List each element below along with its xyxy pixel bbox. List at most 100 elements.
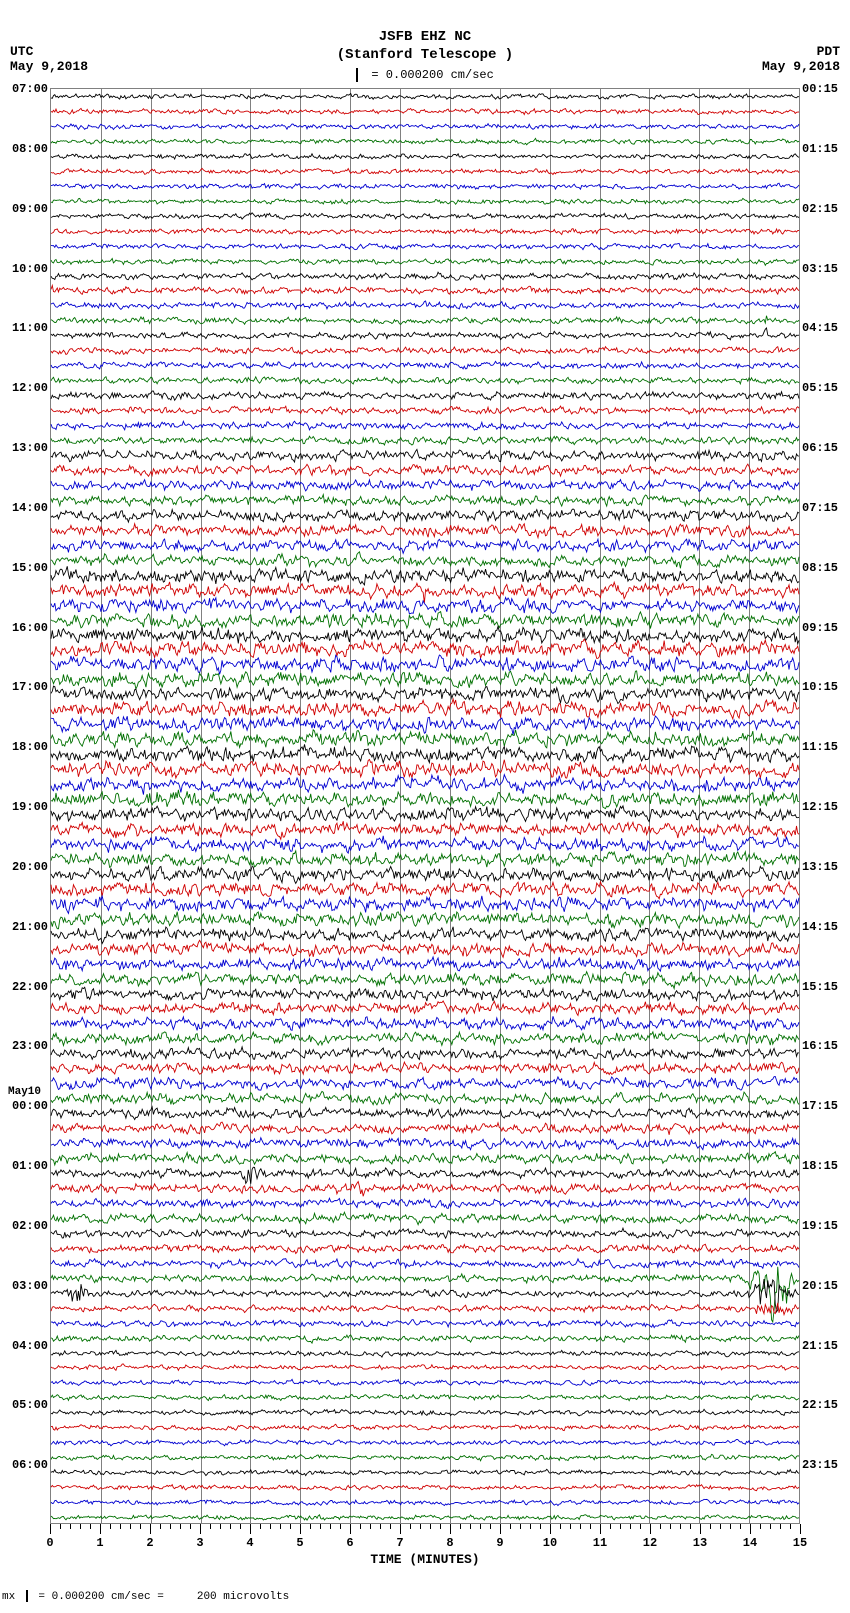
x-minor-tick: [290, 1524, 291, 1529]
trace-row: [51, 642, 799, 657]
utc-hour-label: 02:00: [4, 1219, 48, 1233]
x-minor-tick: [740, 1524, 741, 1529]
x-minor-tick: [560, 1524, 561, 1529]
trace-row: [51, 927, 799, 942]
utc-hour-label: 23:00: [4, 1039, 48, 1053]
x-minor-tick: [220, 1524, 221, 1529]
trace-row: [51, 672, 799, 687]
footer-right: 200 microvolts: [197, 1591, 289, 1603]
utc-hour-label: 03:00: [4, 1279, 48, 1293]
x-minor-tick: [690, 1524, 691, 1529]
pdt-hour-label: 08:15: [802, 561, 846, 575]
x-tick: [700, 1524, 701, 1534]
x-axis: TIME (MINUTES) 0123456789101112131415: [50, 1524, 800, 1564]
utc-hour-label: 07:00: [4, 82, 48, 96]
x-minor-tick: [440, 1524, 441, 1529]
x-tick: [650, 1524, 651, 1534]
trace-row: [51, 523, 799, 538]
utc-hour-label: 09:00: [4, 202, 48, 216]
trace-row: [51, 1076, 799, 1091]
pdt-hour-label: 22:15: [802, 1398, 846, 1412]
trace-row: [51, 598, 799, 613]
trace-row: [51, 897, 799, 912]
x-minor-tick: [90, 1524, 91, 1529]
x-minor-tick: [320, 1524, 321, 1529]
x-minor-tick: [260, 1524, 261, 1529]
trace-row: [51, 1316, 799, 1331]
x-minor-tick: [510, 1524, 511, 1529]
trace-row: [51, 179, 799, 194]
x-minor-tick: [410, 1524, 411, 1529]
utc-hour-label: 00:00: [4, 1099, 48, 1113]
x-minor-tick: [710, 1524, 711, 1529]
trace-row: [51, 972, 799, 987]
trace-row: [51, 867, 799, 882]
x-tick: [200, 1524, 201, 1534]
trace-row: [51, 1360, 799, 1375]
trace-row: [51, 373, 799, 388]
pdt-hour-label: 09:15: [802, 621, 846, 635]
trace-row: [51, 687, 799, 702]
pdt-hour-label: 07:15: [802, 501, 846, 515]
trace-row: [51, 822, 799, 837]
trace-row: [51, 942, 799, 957]
x-minor-tick: [270, 1524, 271, 1529]
pdt-hour-label: 02:15: [802, 202, 846, 216]
trace-row: [51, 1016, 799, 1031]
trace-row: [51, 1241, 799, 1256]
pdt-hour-label: 04:15: [802, 321, 846, 335]
trace-row: [51, 852, 799, 867]
trace-row: [51, 164, 799, 179]
trace-row: [51, 1420, 799, 1435]
x-tick-label: 8: [446, 1536, 453, 1550]
x-minor-tick: [670, 1524, 671, 1529]
trace-row: [51, 478, 799, 493]
footer-mx: mx: [2, 1591, 15, 1603]
trace-row: [51, 194, 799, 209]
x-tick: [50, 1524, 51, 1534]
trace-row: [51, 209, 799, 224]
x-minor-tick: [230, 1524, 231, 1529]
x-minor-tick: [660, 1524, 661, 1529]
trace-row: [51, 1286, 799, 1301]
x-tick-label: 2: [146, 1536, 153, 1550]
x-minor-tick: [570, 1524, 571, 1529]
x-minor-tick: [120, 1524, 121, 1529]
footer-scale: mx = 0.000200 cm/sec = 200 microvolts: [2, 1590, 289, 1603]
x-tick: [600, 1524, 601, 1534]
utc-hour-label: 15:00: [4, 561, 48, 575]
scale-legend: = 0.000200 cm/sec: [0, 68, 850, 84]
trace-row: [51, 493, 799, 508]
x-minor-tick: [790, 1524, 791, 1529]
x-minor-tick: [60, 1524, 61, 1529]
x-minor-tick: [330, 1524, 331, 1529]
trace-row: [51, 1136, 799, 1151]
x-minor-tick: [280, 1524, 281, 1529]
pdt-hour-label: 18:15: [802, 1159, 846, 1173]
scale-bar-icon: [356, 68, 358, 82]
pdt-hour-label: 12:15: [802, 800, 846, 814]
utc-hour-label: 20:00: [4, 860, 48, 874]
scale-text: = 0.000200 cm/sec: [371, 69, 493, 83]
trace-row: [51, 104, 799, 119]
helicorder-page: UTC May 9,2018 PDT May 9,2018 JSFB EHZ N…: [0, 0, 850, 1613]
utc-hour-label: 11:00: [4, 321, 48, 335]
x-minor-tick: [190, 1524, 191, 1529]
x-minor-tick: [140, 1524, 141, 1529]
x-tick: [400, 1524, 401, 1534]
x-minor-tick: [340, 1524, 341, 1529]
pdt-hour-label: 05:15: [802, 381, 846, 395]
utc-hour-label: 14:00: [4, 501, 48, 515]
utc-hour-label: 17:00: [4, 680, 48, 694]
utc-hour-label: 04:00: [4, 1339, 48, 1353]
x-minor-tick: [470, 1524, 471, 1529]
x-tick: [750, 1524, 751, 1534]
x-tick-label: 10: [543, 1536, 557, 1550]
trace-row: [51, 89, 799, 104]
trace-row: [51, 1405, 799, 1420]
trace-row: [51, 1256, 799, 1271]
x-tick: [550, 1524, 551, 1534]
trace-row: [51, 1121, 799, 1136]
x-tick: [500, 1524, 501, 1534]
x-minor-tick: [390, 1524, 391, 1529]
